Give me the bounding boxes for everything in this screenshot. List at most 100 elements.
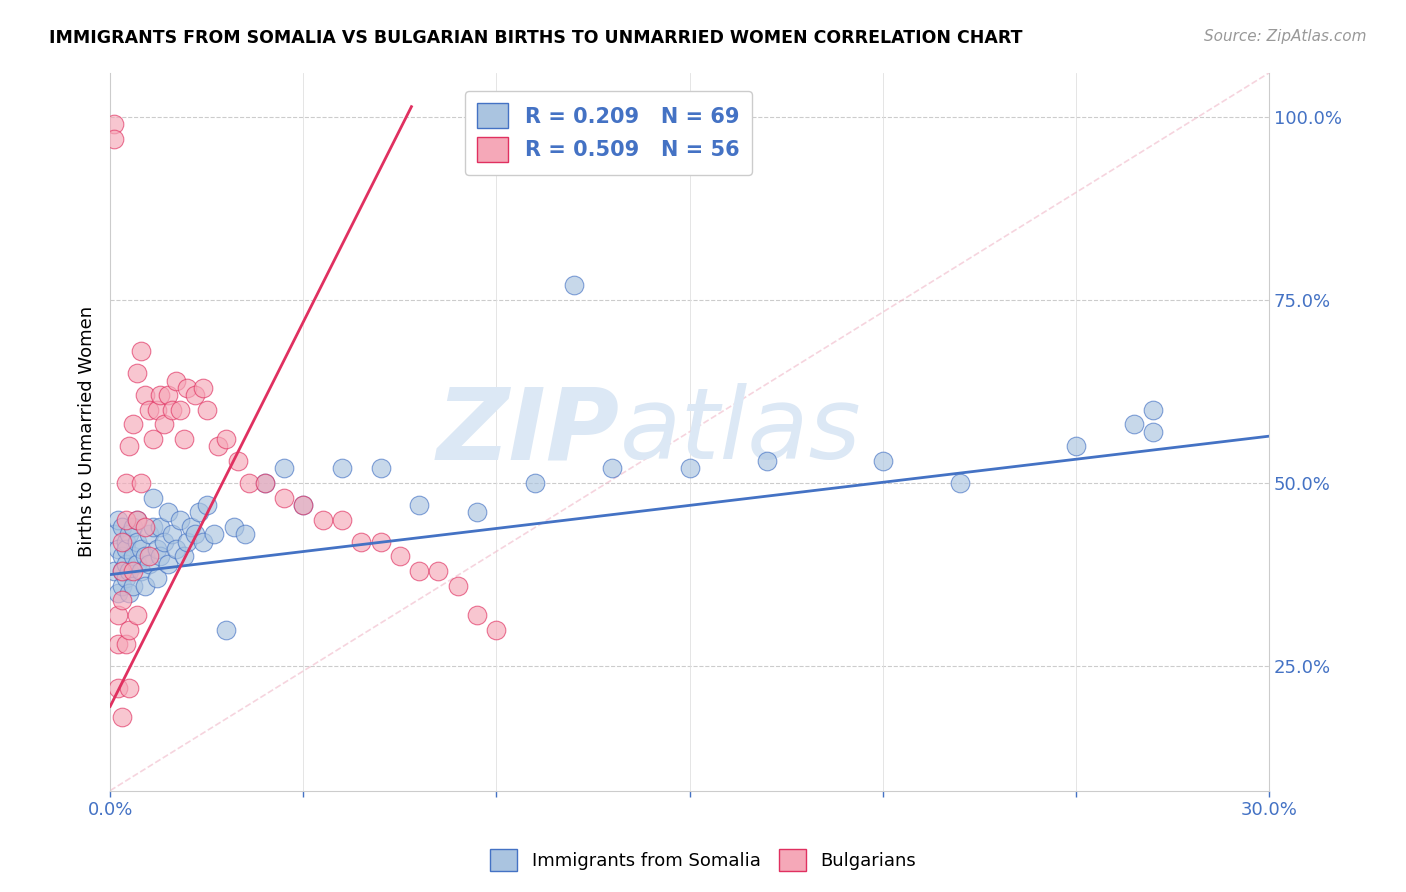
- Point: [149, 388, 172, 402]
- Point: [465, 505, 488, 519]
- Point: [253, 476, 276, 491]
- Point: [273, 491, 295, 505]
- Point: [114, 541, 136, 556]
- Point: [107, 541, 129, 556]
- Point: [111, 549, 134, 564]
- Point: [118, 527, 141, 541]
- Point: [253, 476, 276, 491]
- Point: [191, 381, 214, 395]
- Point: [127, 607, 149, 622]
- Point: [111, 564, 134, 578]
- Point: [311, 513, 333, 527]
- Legend: R = 0.209   N = 69, R = 0.509   N = 56: R = 0.209 N = 69, R = 0.509 N = 56: [464, 91, 752, 175]
- Point: [142, 520, 165, 534]
- Point: [107, 607, 129, 622]
- Point: [160, 527, 183, 541]
- Point: [157, 557, 180, 571]
- Point: [134, 520, 156, 534]
- Point: [142, 491, 165, 505]
- Y-axis label: Births to Unmarried Women: Births to Unmarried Women: [79, 306, 96, 558]
- Point: [103, 527, 125, 541]
- Point: [127, 534, 149, 549]
- Point: [107, 513, 129, 527]
- Point: [114, 557, 136, 571]
- Point: [118, 681, 141, 695]
- Point: [176, 381, 198, 395]
- Point: [1142, 425, 1164, 439]
- Point: [118, 439, 141, 453]
- Point: [165, 374, 187, 388]
- Point: [485, 623, 508, 637]
- Point: [111, 534, 134, 549]
- Point: [226, 454, 249, 468]
- Point: [273, 461, 295, 475]
- Point: [114, 513, 136, 527]
- Legend: Immigrants from Somalia, Bulgarians: Immigrants from Somalia, Bulgarians: [482, 842, 924, 879]
- Point: [129, 541, 152, 556]
- Point: [872, 454, 894, 468]
- Point: [138, 402, 160, 417]
- Point: [114, 476, 136, 491]
- Point: [157, 388, 180, 402]
- Point: [292, 498, 315, 512]
- Point: [122, 417, 145, 432]
- Point: [129, 344, 152, 359]
- Point: [465, 607, 488, 622]
- Point: [173, 549, 195, 564]
- Point: [191, 534, 214, 549]
- Point: [111, 564, 134, 578]
- Point: [145, 571, 167, 585]
- Point: [122, 578, 145, 592]
- Point: [118, 586, 141, 600]
- Point: [180, 520, 202, 534]
- Point: [122, 564, 145, 578]
- Point: [114, 534, 136, 549]
- Point: [169, 513, 191, 527]
- Point: [330, 513, 353, 527]
- Text: ZIP: ZIP: [437, 384, 620, 480]
- Point: [142, 432, 165, 446]
- Point: [755, 454, 778, 468]
- Point: [184, 388, 207, 402]
- Point: [204, 527, 226, 541]
- Point: [103, 564, 125, 578]
- Point: [1122, 417, 1144, 432]
- Point: [195, 498, 218, 512]
- Point: [153, 534, 176, 549]
- Point: [678, 461, 700, 475]
- Point: [153, 417, 176, 432]
- Point: [138, 557, 160, 571]
- Point: [157, 505, 180, 519]
- Point: [145, 541, 167, 556]
- Point: [111, 578, 134, 592]
- Point: [330, 461, 353, 475]
- Point: [1064, 439, 1087, 453]
- Point: [562, 278, 585, 293]
- Point: [149, 549, 172, 564]
- Text: atlas: atlas: [620, 384, 862, 480]
- Point: [408, 564, 430, 578]
- Point: [114, 637, 136, 651]
- Point: [134, 549, 156, 564]
- Point: [195, 402, 218, 417]
- Point: [114, 571, 136, 585]
- Text: IMMIGRANTS FROM SOMALIA VS BULGARIAN BIRTHS TO UNMARRIED WOMEN CORRELATION CHART: IMMIGRANTS FROM SOMALIA VS BULGARIAN BIR…: [49, 29, 1022, 46]
- Point: [238, 476, 260, 491]
- Point: [370, 534, 392, 549]
- Point: [127, 513, 149, 527]
- Point: [350, 534, 373, 549]
- Point: [173, 432, 195, 446]
- Point: [127, 366, 149, 380]
- Point: [111, 710, 134, 724]
- Text: Source: ZipAtlas.com: Source: ZipAtlas.com: [1204, 29, 1367, 44]
- Point: [207, 439, 229, 453]
- Point: [160, 402, 183, 417]
- Point: [127, 513, 149, 527]
- Point: [111, 520, 134, 534]
- Point: [145, 402, 167, 417]
- Point: [134, 388, 156, 402]
- Point: [184, 527, 207, 541]
- Point: [111, 593, 134, 607]
- Point: [127, 557, 149, 571]
- Point: [176, 534, 198, 549]
